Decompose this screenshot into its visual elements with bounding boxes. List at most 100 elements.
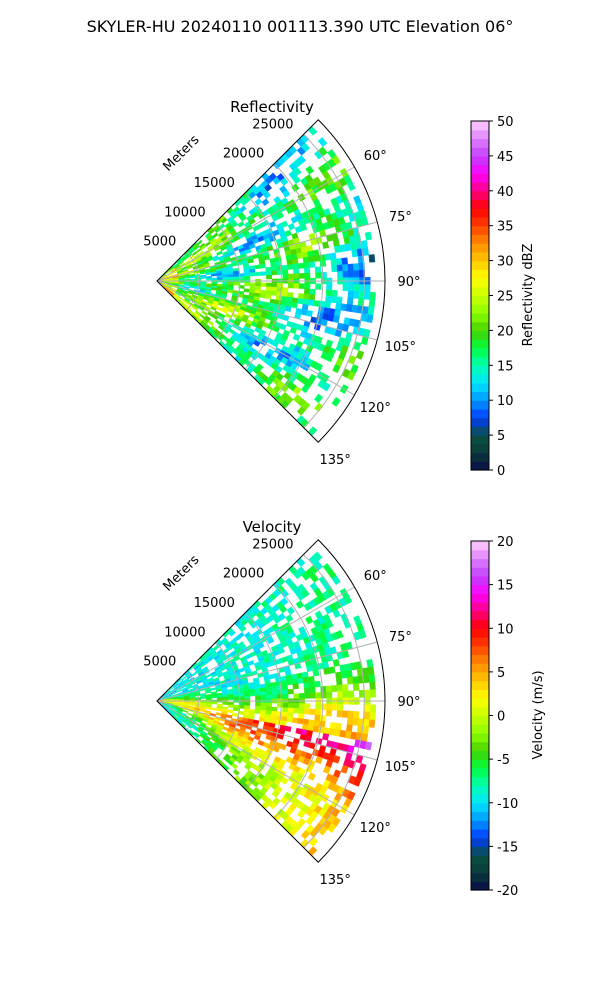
angular-gridline	[156, 166, 355, 282]
radar-cell	[342, 710, 349, 718]
radar-cell	[270, 290, 278, 296]
radar-cell	[217, 744, 225, 751]
radar-cell	[369, 704, 377, 713]
radial-tick-label: 25000	[252, 117, 293, 132]
radar-cell	[276, 211, 285, 220]
radar-cell	[308, 255, 315, 263]
radar-cell	[363, 711, 371, 720]
radar-cell	[282, 689, 289, 695]
radar-cell	[314, 709, 322, 716]
colorbar-swatch	[471, 286, 489, 297]
reflectivity-colorbar: 0 5 10 15 20 25 30 35 40 45 50	[470, 115, 514, 479]
radar-cell	[237, 221, 245, 228]
radar-cell	[298, 273, 305, 279]
colorbar-swatch	[471, 759, 489, 769]
reflectivity-title: Reflectivity	[230, 98, 314, 116]
colorbar-swatch	[471, 312, 489, 323]
radar-cell	[352, 717, 359, 726]
radar-cell	[307, 125, 318, 136]
colorbar-swatch	[471, 706, 489, 717]
colorbar-swatch	[471, 400, 489, 410]
radar-cell	[320, 271, 327, 279]
radar-cell	[280, 589, 290, 598]
radar-cell	[330, 296, 338, 304]
colorbar-tick-label: -15	[497, 840, 518, 855]
radar-cell	[205, 673, 212, 679]
colorbar-swatch	[471, 750, 489, 760]
radar-cell	[292, 333, 301, 342]
radar-cell	[366, 314, 374, 323]
radial-tick-label: 10000	[164, 205, 205, 220]
radar-cell	[324, 301, 332, 309]
colorbar-swatch	[471, 828, 489, 839]
colorbar-tick-label: 0	[497, 464, 505, 479]
colorbar-swatch	[471, 147, 489, 157]
radar-cell	[330, 258, 338, 266]
colorbar-swatch	[471, 855, 489, 865]
radar-cell	[297, 298, 304, 305]
radar-cell	[334, 309, 341, 317]
radar-cell	[336, 296, 343, 304]
colorbar-swatch	[471, 575, 489, 586]
colorbar-swatch	[471, 374, 489, 384]
radial-tick-label: 20000	[223, 567, 264, 582]
radar-cell	[332, 363, 341, 374]
colorbar-tick-label: 20	[497, 324, 514, 339]
radar-cell	[320, 703, 327, 711]
colorbar-swatch	[471, 811, 489, 821]
radar-cell	[300, 142, 311, 153]
radar-cell	[314, 266, 322, 273]
angular-tick-label: 135°	[320, 873, 351, 888]
radar-cell	[368, 254, 376, 263]
radar-cell	[364, 704, 371, 713]
radar-cell	[353, 291, 360, 299]
colorbar-swatch	[471, 689, 489, 699]
colorbar-swatch	[471, 776, 489, 786]
radar-cell	[326, 587, 336, 597]
radar-cell	[235, 757, 243, 764]
sector-frame	[156, 119, 386, 443]
radar-cell	[265, 286, 272, 292]
angular-gridline	[156, 700, 355, 816]
radar-cell	[227, 276, 234, 280]
radar-cell	[207, 320, 215, 327]
colorbar-swatch	[471, 347, 489, 358]
colorbar-tick-label: 10	[497, 394, 514, 409]
radar-cell	[271, 690, 278, 696]
radar-cell	[282, 707, 289, 713]
radar-cell	[233, 696, 240, 700]
radar-cell	[210, 687, 217, 691]
radar-cell	[244, 275, 251, 280]
colorbar-tick-label: 50	[497, 115, 514, 130]
colorbar-swatch	[471, 584, 489, 594]
radar-cell	[200, 696, 207, 699]
radar-cell	[331, 685, 338, 693]
radar-cell	[331, 396, 341, 407]
radar-cell	[312, 551, 323, 562]
radar-cell	[318, 300, 326, 308]
radar-cell	[286, 259, 294, 266]
radar-cell	[308, 837, 319, 847]
radar-cell	[254, 198, 263, 206]
radar-cell	[296, 557, 306, 567]
radar-cell	[342, 684, 349, 692]
radar-cell	[297, 262, 305, 269]
colorbar-swatch	[471, 820, 489, 830]
radar-cell	[353, 777, 362, 787]
angular-gridline	[156, 221, 378, 282]
radar-cell	[227, 694, 234, 698]
radar-cell	[292, 263, 299, 270]
radar-cell	[271, 270, 278, 276]
radar-cell	[244, 248, 252, 255]
radar-cell	[300, 384, 310, 394]
figure-title: SKYLER-HU 20240110 001113.390 UTC Elevat…	[87, 17, 514, 36]
angular-gridline	[156, 586, 355, 702]
colorbar-swatch	[471, 365, 489, 375]
radar-cell	[266, 694, 273, 700]
radar-cell	[331, 155, 341, 166]
radar-cell	[314, 714, 321, 722]
radar-cell	[360, 240, 369, 249]
radar-cell	[261, 198, 270, 206]
radar-cell	[369, 689, 377, 698]
radar-cell	[325, 685, 333, 693]
